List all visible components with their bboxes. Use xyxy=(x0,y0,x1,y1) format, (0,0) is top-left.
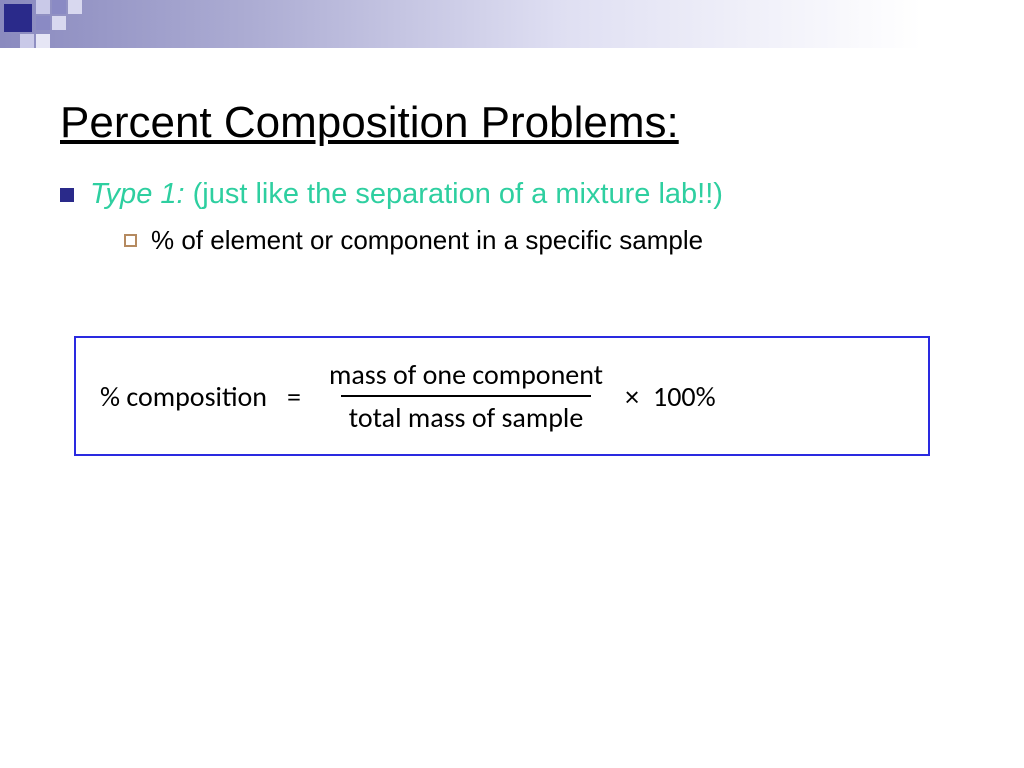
bullet-level1-text: Type 1: (just like the separation of a m… xyxy=(90,178,723,211)
type-label: Type 1: xyxy=(90,178,185,210)
times-sign: × xyxy=(625,379,639,414)
type-desc: (just like the separation of a mixture l… xyxy=(185,178,723,210)
deco-square xyxy=(68,0,82,14)
slide-title: Percent Composition Problems: xyxy=(60,98,679,148)
deco-square xyxy=(36,16,50,30)
equals-sign: = xyxy=(287,379,301,414)
denominator: total mass of sample xyxy=(341,395,592,435)
formula-rhs: 100% xyxy=(653,379,716,414)
hollow-square-bullet-icon xyxy=(124,234,137,247)
bullet-list: Type 1: (just like the separation of a m… xyxy=(60,178,960,256)
deco-square xyxy=(4,4,32,32)
deco-square xyxy=(52,0,66,14)
deco-square xyxy=(20,34,34,48)
bullet-level1: Type 1: (just like the separation of a m… xyxy=(60,178,960,211)
formula-box: % composition = mass of one component to… xyxy=(74,336,930,456)
bullet-level2-text: % of element or component in a specific … xyxy=(151,225,703,256)
fraction: mass of one component total mass of samp… xyxy=(321,357,611,435)
bullet-level2: % of element or component in a specific … xyxy=(124,225,960,256)
square-bullet-icon xyxy=(60,188,74,202)
deco-square xyxy=(36,0,50,14)
corner-decoration xyxy=(0,0,100,60)
deco-square xyxy=(52,16,66,30)
numerator: mass of one component xyxy=(321,357,611,395)
formula: % composition = mass of one component to… xyxy=(100,357,904,435)
deco-square xyxy=(36,34,50,48)
formula-lhs: % composition xyxy=(100,379,267,414)
header-gradient-band xyxy=(0,0,1024,48)
